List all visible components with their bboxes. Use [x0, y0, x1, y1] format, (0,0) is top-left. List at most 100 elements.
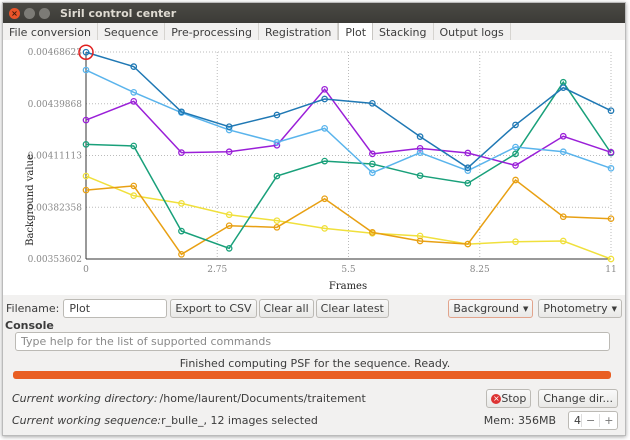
plot-area[interactable]: 0.00468623 0.00439868 0.00411113 0.00382358… — [3, 40, 625, 295]
clear-latest-button[interactable]: Clear latest — [315, 299, 389, 318]
y-tick-label: 0.00468623 — [28, 48, 83, 58]
background-dropdown-label: Background — [453, 302, 519, 315]
series-4-point — [178, 250, 185, 258]
series-2-point — [225, 148, 233, 156]
series-4-line — [85, 178, 612, 256]
series-2-point — [607, 148, 615, 156]
series-0-point — [321, 95, 328, 103]
series-5-point — [607, 255, 615, 263]
sequence-label: Current working sequence: — [12, 414, 162, 427]
series-5-point — [559, 237, 567, 245]
photometry-dropdown-label: Photometry — [543, 302, 608, 315]
series-1-point — [321, 124, 328, 132]
series-5-point — [130, 192, 138, 200]
cwd-label: Current working directory: — [12, 392, 158, 405]
chevron-down-icon: ▼ — [523, 304, 529, 313]
tab-sequence[interactable]: Sequence — [98, 23, 166, 42]
background-dropdown[interactable]: Background ▼ — [448, 299, 534, 318]
series-3-point — [82, 141, 90, 148]
chevron-down-icon: ▼ — [611, 304, 617, 313]
series-2-point — [82, 116, 90, 124]
series-2-point — [130, 98, 138, 105]
series-5-point — [225, 211, 233, 219]
clear-all-button[interactable]: Clear all — [258, 299, 314, 318]
tab-plot[interactable]: Plot — [338, 23, 374, 42]
series-2-point — [369, 150, 376, 158]
cwd-value: /home/laurent/Documents/traitement — [159, 392, 366, 405]
title-bar: × Siril control center — [3, 3, 625, 23]
series-5-line — [85, 175, 612, 260]
series-3-point — [225, 245, 233, 252]
series-2-point — [559, 132, 567, 140]
series-0-line — [85, 51, 612, 169]
export-csv-button[interactable]: Export to CSV — [170, 299, 257, 318]
tab-file-conversion[interactable]: File conversion — [3, 23, 98, 42]
threads-spinner[interactable]: 4 − + — [568, 411, 618, 430]
close-window-icon[interactable]: × — [9, 7, 20, 19]
y-tick-label: 0.00353602 — [28, 255, 82, 265]
x-axis-label: Frames — [329, 281, 367, 292]
increment-button[interactable]: + — [599, 414, 617, 427]
sequence-row: Current working sequence: r_bulle_, 12 i… — [12, 411, 618, 430]
status-text: Finished computing PSF for the sequence.… — [179, 357, 451, 370]
y-tick-label: 0.00439868 — [28, 100, 83, 110]
threads-value[interactable]: 4 — [574, 414, 581, 427]
x-tick-label: 8.25 — [470, 265, 490, 275]
series-4-point — [369, 229, 376, 236]
series-2-point — [321, 85, 328, 93]
series-3-point — [416, 172, 424, 180]
y-axis-label: Background value — [25, 154, 36, 246]
minimize-window-icon[interactable] — [24, 7, 35, 19]
series-0-point — [273, 111, 281, 119]
series-4-point — [273, 223, 281, 231]
series-1-point — [130, 89, 138, 96]
maximize-window-icon[interactable] — [39, 7, 50, 19]
background-plot: 0.00468623 0.00439868 0.00411113 0.00382358… — [25, 44, 617, 292]
x-tick-label: 5.5 — [341, 265, 356, 275]
console-input[interactable]: Type help for the list of supported comm… — [15, 332, 610, 351]
sequence-value: r_bulle_, 12 images selected — [161, 414, 318, 427]
series-4-point — [559, 213, 567, 221]
series-4-point — [82, 186, 90, 194]
decrement-button[interactable]: − — [581, 414, 599, 427]
series-4-point — [130, 182, 138, 190]
filename-label: Filename: — [6, 302, 60, 315]
stop-label: Stop — [501, 392, 527, 405]
series-3-line — [85, 80, 612, 250]
tab-pre-processing[interactable]: Pre-processing — [165, 23, 259, 42]
series-3-point — [464, 179, 472, 187]
photometry-dropdown[interactable]: Photometry ▼ — [538, 299, 622, 318]
series-1-point — [607, 164, 615, 172]
tab-registration[interactable]: Registration — [259, 23, 339, 42]
window-title: Siril control center — [60, 6, 177, 20]
series-0-point — [369, 99, 376, 107]
tab-stacking[interactable]: Stacking — [373, 23, 434, 42]
series-1-point — [82, 66, 90, 74]
series-1-point — [369, 169, 376, 177]
series-2-point — [416, 144, 424, 152]
tab-output-logs[interactable]: Output logs — [434, 23, 511, 42]
series-0-point — [130, 63, 138, 70]
series-0-point — [416, 133, 424, 140]
console-title: Console — [5, 319, 54, 332]
series-4-point — [416, 237, 424, 245]
series-3-point — [512, 150, 519, 158]
series-2-point — [512, 162, 519, 169]
series-4-point — [321, 195, 328, 203]
filename-input[interactable]: Plot — [63, 299, 168, 318]
series-2-point — [178, 149, 185, 156]
series-2-point — [464, 149, 472, 157]
series-3-point — [273, 172, 281, 180]
memory-usage: Mem: 356MB — [483, 414, 556, 427]
change-dir-button[interactable]: Change dir... — [538, 389, 618, 408]
series-1-point — [273, 139, 281, 146]
tab-bar: File conversion Sequence Pre-processing … — [3, 23, 625, 43]
stop-button[interactable]: × Stop — [486, 389, 532, 408]
series-0-point — [559, 84, 567, 92]
x-tick-label: 0 — [83, 265, 89, 275]
cwd-row: Current working directory: /home/laurent… — [12, 389, 618, 408]
progress-bar — [13, 371, 611, 379]
series-0-point — [512, 121, 519, 129]
series-3-point — [369, 160, 376, 168]
series-5-point — [321, 225, 328, 232]
